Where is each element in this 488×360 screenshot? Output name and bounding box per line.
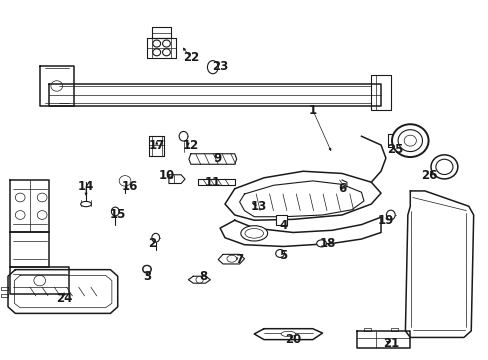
Ellipse shape bbox=[196, 276, 203, 283]
Text: 26: 26 bbox=[421, 169, 437, 182]
Text: 22: 22 bbox=[183, 51, 199, 64]
Ellipse shape bbox=[121, 177, 129, 184]
Text: 21: 21 bbox=[382, 337, 398, 351]
Ellipse shape bbox=[275, 249, 284, 257]
Ellipse shape bbox=[142, 265, 151, 273]
Text: 2: 2 bbox=[147, 237, 156, 250]
Ellipse shape bbox=[226, 255, 236, 262]
Ellipse shape bbox=[391, 124, 427, 157]
Text: 3: 3 bbox=[142, 270, 151, 283]
Text: 12: 12 bbox=[183, 139, 199, 152]
Ellipse shape bbox=[244, 229, 263, 238]
Text: 1: 1 bbox=[308, 104, 316, 117]
Ellipse shape bbox=[119, 176, 131, 186]
Ellipse shape bbox=[152, 233, 159, 242]
Text: 15: 15 bbox=[109, 208, 125, 221]
Ellipse shape bbox=[386, 210, 394, 220]
Text: 10: 10 bbox=[158, 169, 174, 182]
Ellipse shape bbox=[111, 207, 119, 216]
Text: 19: 19 bbox=[377, 214, 393, 227]
Ellipse shape bbox=[397, 130, 422, 152]
Ellipse shape bbox=[430, 155, 457, 179]
Ellipse shape bbox=[435, 159, 452, 175]
Ellipse shape bbox=[241, 226, 267, 241]
Ellipse shape bbox=[316, 240, 326, 247]
Text: 20: 20 bbox=[285, 333, 301, 346]
Text: 16: 16 bbox=[122, 180, 138, 193]
Text: 4: 4 bbox=[279, 219, 287, 233]
Text: 9: 9 bbox=[213, 152, 222, 165]
Text: 5: 5 bbox=[279, 249, 287, 262]
Text: 17: 17 bbox=[148, 139, 164, 152]
Text: 24: 24 bbox=[56, 292, 72, 305]
Bar bbox=[276, 215, 286, 225]
Ellipse shape bbox=[81, 202, 91, 207]
Text: 13: 13 bbox=[250, 200, 267, 213]
Text: 6: 6 bbox=[337, 182, 346, 195]
Ellipse shape bbox=[281, 331, 295, 337]
Text: 25: 25 bbox=[386, 143, 403, 156]
Text: 8: 8 bbox=[199, 270, 207, 283]
Text: 14: 14 bbox=[78, 180, 94, 193]
Ellipse shape bbox=[207, 60, 218, 74]
Ellipse shape bbox=[179, 131, 187, 141]
Text: 11: 11 bbox=[204, 176, 221, 189]
Text: 23: 23 bbox=[212, 60, 228, 73]
Text: 18: 18 bbox=[319, 237, 335, 250]
Text: 7: 7 bbox=[235, 253, 243, 266]
Ellipse shape bbox=[404, 135, 415, 146]
